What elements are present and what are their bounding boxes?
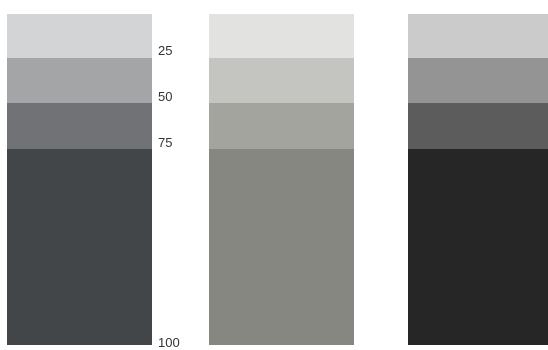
palette-column-2 <box>209 14 354 345</box>
scale-label-25: 25 <box>158 43 173 58</box>
palette-column-3 <box>408 14 548 345</box>
swatch <box>209 103 354 149</box>
swatch <box>7 149 152 345</box>
scale-label-50: 50 <box>158 89 173 104</box>
scale-label-75: 75 <box>158 135 173 150</box>
swatch <box>7 14 152 58</box>
swatch <box>209 149 354 345</box>
scale-label-100: 100 <box>158 335 180 350</box>
swatch <box>7 58 152 103</box>
swatch <box>408 58 548 103</box>
swatch <box>408 149 548 345</box>
palette-column-1 <box>7 14 152 345</box>
swatch <box>408 14 548 58</box>
swatch <box>408 103 548 149</box>
swatch <box>209 14 354 58</box>
swatch <box>7 103 152 149</box>
swatch <box>209 58 354 103</box>
